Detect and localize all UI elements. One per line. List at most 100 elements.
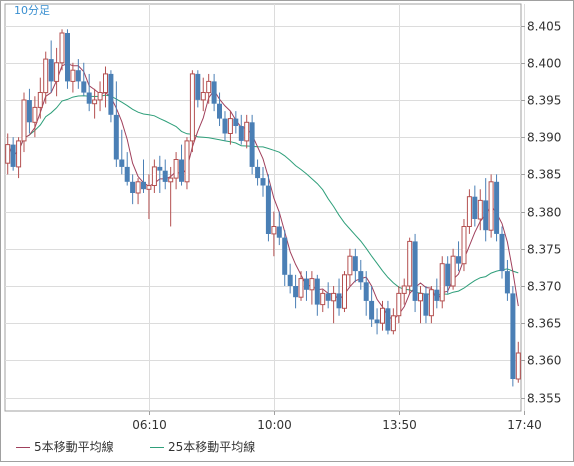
candle-body [499, 233, 505, 272]
candles [5, 29, 521, 387]
candle-body [260, 178, 266, 186]
candle-body [195, 73, 201, 100]
candle-body [488, 181, 494, 231]
candle-body [352, 256, 358, 272]
candle-body [255, 166, 261, 179]
x-tick-label: 17:40 [507, 418, 542, 432]
candle-body [179, 159, 184, 182]
candle-body [75, 70, 81, 82]
candle-body [222, 118, 228, 134]
candle-body [26, 100, 32, 123]
grid [4, 3, 525, 412]
candle-body [119, 159, 125, 167]
candle-body [445, 263, 451, 286]
candle-body [59, 32, 65, 64]
candle-body [211, 81, 217, 104]
candle-body [227, 118, 233, 134]
candle-body [43, 58, 49, 94]
candle-body [466, 196, 472, 227]
candle-body [265, 185, 271, 234]
candle-body [217, 103, 222, 119]
y-tick-label: 8.360 [527, 354, 561, 368]
y-tick-label: 8.355 [527, 392, 561, 406]
candle-body [434, 289, 440, 301]
candle-body [10, 144, 16, 167]
candle-body [385, 308, 391, 331]
legend-ma25: 25本移動平均線 [150, 438, 255, 455]
candle-body [141, 181, 146, 190]
candle-body [168, 177, 174, 183]
candle-body [483, 200, 489, 231]
candle-body [363, 282, 369, 301]
candle-body [157, 166, 163, 171]
x-tick-label: 10:00 [257, 418, 292, 432]
candle-body [342, 274, 347, 309]
y-tick-label: 8.385 [527, 168, 561, 182]
axes: 8.405 8.400 8.395 8.390 8.385 8.380 8.375 8.370… [132, 20, 561, 433]
candle-body [48, 59, 54, 82]
candle-body [113, 114, 119, 160]
candle-body [494, 181, 500, 234]
y-tick-label: 8.395 [527, 94, 561, 108]
candle-body [401, 285, 407, 294]
candle-body [238, 126, 244, 141]
plot-area [4, 3, 522, 412]
candle-body [146, 185, 152, 190]
candle-body [428, 289, 434, 317]
y-tick-label: 8.365 [527, 317, 561, 331]
candle-body [21, 99, 27, 142]
candle-body [70, 69, 76, 82]
x-tick-label: 13:50 [382, 418, 417, 432]
candle-body [276, 226, 282, 238]
candle-body [331, 292, 337, 302]
candle-body [135, 181, 141, 194]
candle-body [515, 352, 521, 380]
candle-body [37, 92, 43, 108]
candle-body [396, 292, 402, 317]
candle-body [16, 140, 22, 168]
candle-body [504, 271, 510, 294]
candle-body [336, 293, 342, 309]
candle-body [412, 241, 418, 301]
candle-body [124, 166, 130, 182]
candle-body [347, 255, 353, 276]
candle-body [287, 274, 293, 286]
candle-body [358, 271, 364, 283]
legend-ma5-swatch [16, 447, 30, 448]
legend-ma25-swatch [150, 447, 164, 448]
candle-body [461, 226, 467, 265]
candle-body [81, 81, 87, 93]
candle-body [314, 278, 320, 305]
candle-body [32, 106, 38, 123]
candle-body [65, 33, 70, 82]
candle-body [320, 292, 326, 306]
y-tick-label: 8.405 [527, 20, 561, 34]
candle-body [103, 73, 108, 94]
legend-ma25-label: 25本移動平均線 [168, 440, 256, 454]
candle-body [325, 293, 331, 301]
candle-body [418, 292, 423, 302]
candle-body [5, 144, 11, 164]
chart-title: 10分足 [14, 4, 50, 17]
candle-body [92, 99, 98, 105]
candle-body [189, 73, 195, 142]
candle-body [439, 263, 445, 302]
candle-body [151, 166, 157, 186]
y-tick-label: 8.375 [527, 243, 561, 257]
candle-body [108, 73, 114, 115]
candle-body [130, 181, 136, 193]
candle-body [200, 92, 206, 101]
candle-body [97, 92, 103, 101]
candle-body [374, 319, 380, 324]
y-tick-label: 8.380 [527, 206, 561, 220]
candle-body [86, 92, 92, 104]
candle-body [184, 140, 190, 183]
candle-body [298, 278, 304, 298]
candle-body [380, 307, 385, 324]
y-tick-label: 8.400 [527, 57, 561, 71]
candle-body [282, 237, 288, 275]
candle-body [244, 121, 250, 142]
